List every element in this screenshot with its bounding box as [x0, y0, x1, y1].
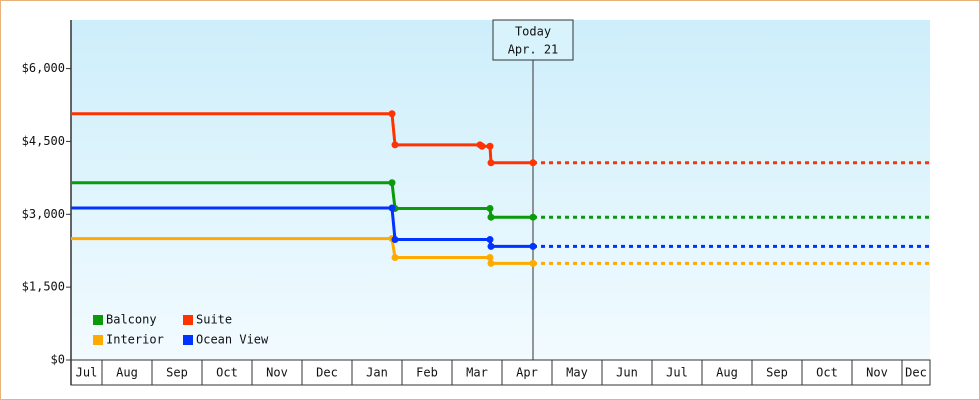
x-tick-label: Nov — [866, 366, 888, 380]
point — [486, 142, 494, 150]
x-tick-label: Mar — [466, 366, 488, 380]
x-tick-label: May — [566, 366, 588, 380]
point — [529, 259, 537, 267]
point — [529, 242, 537, 250]
point — [487, 259, 495, 267]
point — [391, 141, 399, 149]
x-tick-label: Feb — [416, 366, 438, 380]
x-tick-label: Jul — [666, 366, 688, 380]
x-tick-label: Nov — [266, 366, 288, 380]
point — [486, 254, 494, 262]
x-tick-label: Sep — [766, 366, 788, 380]
x-tick-label: Jun — [616, 366, 638, 380]
y-tick-label: $0 — [51, 353, 65, 367]
point — [487, 242, 495, 250]
x-tick-label: Sep — [166, 366, 188, 380]
point — [478, 142, 486, 150]
x-tick-label: Dec — [316, 366, 338, 380]
legend-label: Balcony — [106, 313, 157, 327]
series-line — [71, 181, 533, 219]
point — [529, 159, 537, 167]
point — [388, 204, 396, 212]
point — [487, 213, 495, 221]
x-tick-label: Apr — [516, 366, 538, 380]
legend-label: Interior — [106, 333, 164, 347]
legend-swatch — [183, 315, 193, 325]
legend-swatch — [93, 335, 103, 345]
x-axis-band — [70, 359, 931, 386]
today-label: Today — [515, 25, 551, 39]
x-tick-label: Aug — [116, 366, 138, 380]
x-tick-label: Dec — [905, 366, 927, 380]
x-tick-label: Jan — [366, 366, 388, 380]
plot-area — [71, 20, 930, 360]
point — [391, 254, 399, 262]
point — [487, 159, 495, 167]
x-tick-label: Oct — [816, 366, 838, 380]
legend-swatch — [183, 335, 193, 345]
today-label: Apr. 21 — [508, 43, 559, 57]
y-tick-label: $3,000 — [22, 207, 65, 221]
legend-label: Ocean View — [196, 333, 269, 347]
y-tick-label: $6,000 — [22, 61, 65, 75]
point — [486, 204, 494, 212]
x-tick-label: Aug — [716, 366, 738, 380]
point — [388, 179, 396, 187]
y-tick-label: $4,500 — [22, 134, 65, 148]
point — [529, 213, 537, 221]
series-line — [71, 237, 533, 265]
y-tick-label: $1,500 — [22, 280, 65, 294]
legend-swatch — [93, 315, 103, 325]
point — [388, 110, 396, 118]
point — [391, 236, 399, 244]
series-line — [71, 206, 533, 248]
point — [486, 236, 494, 244]
x-tick-label: Oct — [216, 366, 238, 380]
today-box — [492, 19, 574, 61]
legend-label: Suite — [196, 313, 232, 327]
x-tick-label: Jul — [76, 366, 98, 380]
